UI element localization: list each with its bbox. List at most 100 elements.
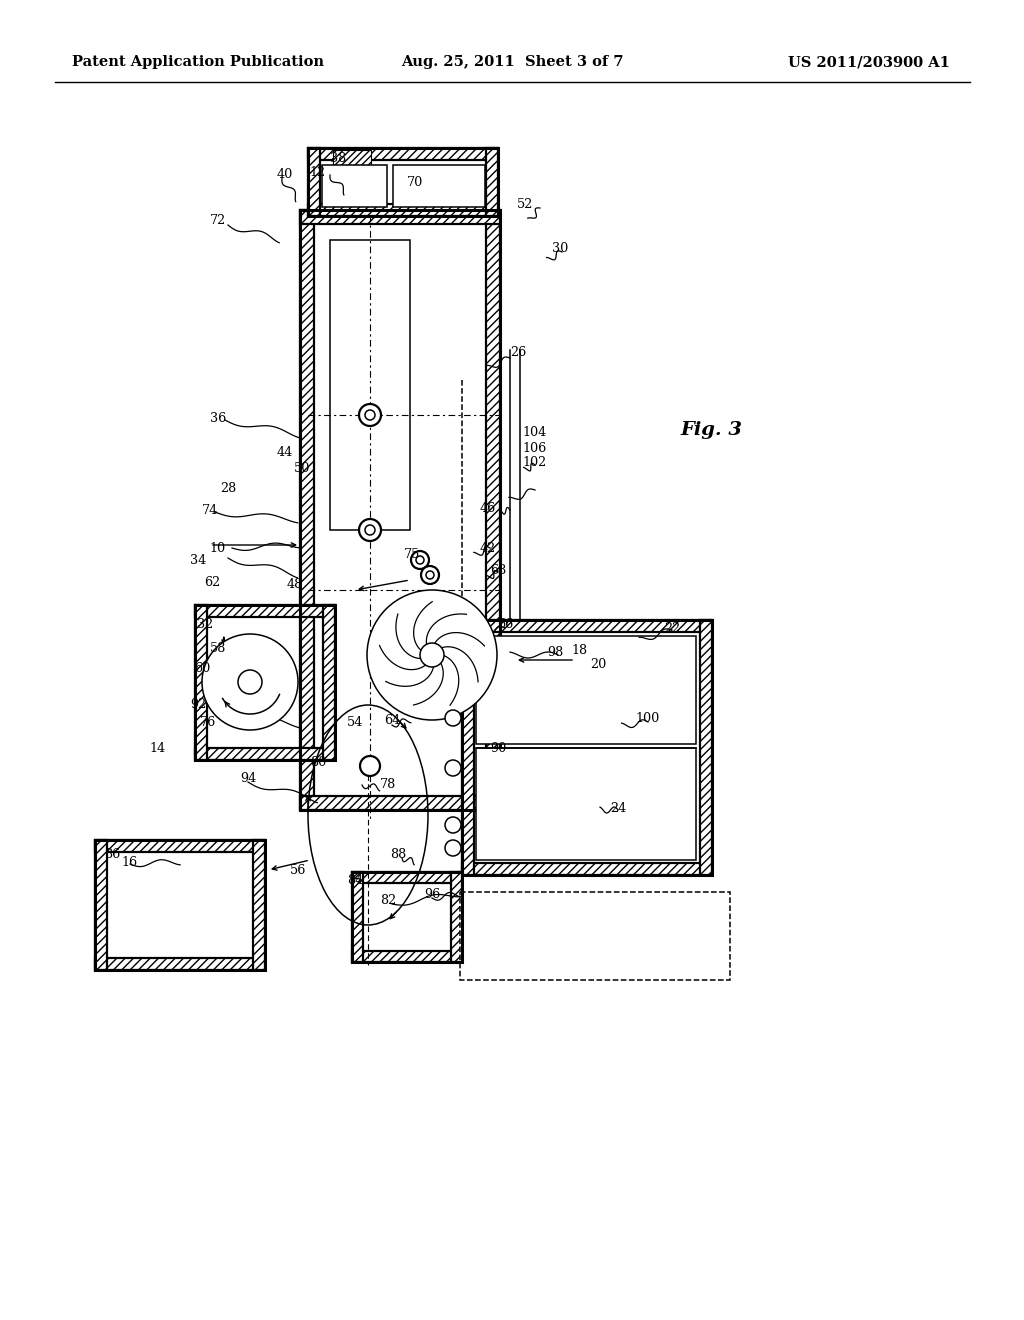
Bar bbox=[95, 840, 106, 970]
Text: 72: 72 bbox=[210, 214, 226, 227]
Text: 42: 42 bbox=[480, 541, 496, 554]
Bar bbox=[462, 620, 712, 632]
Bar bbox=[195, 605, 207, 760]
Text: 22: 22 bbox=[664, 622, 680, 635]
Bar bbox=[700, 620, 712, 875]
Text: 94: 94 bbox=[240, 771, 256, 784]
Text: 78: 78 bbox=[380, 779, 396, 792]
Bar bbox=[195, 605, 335, 616]
Text: 18: 18 bbox=[572, 644, 588, 656]
Text: 26: 26 bbox=[510, 346, 526, 359]
Text: 40: 40 bbox=[276, 169, 293, 181]
Bar bbox=[253, 840, 265, 970]
Bar bbox=[486, 148, 498, 216]
Text: 100: 100 bbox=[636, 711, 660, 725]
Bar bbox=[300, 796, 500, 810]
Text: 28: 28 bbox=[220, 482, 237, 495]
Circle shape bbox=[365, 411, 375, 420]
Text: 66: 66 bbox=[497, 619, 513, 631]
Text: 88: 88 bbox=[390, 849, 407, 862]
Bar bbox=[352, 873, 362, 962]
Circle shape bbox=[426, 572, 434, 579]
Circle shape bbox=[445, 710, 461, 726]
Text: 75: 75 bbox=[403, 549, 420, 561]
Bar bbox=[95, 840, 265, 970]
Circle shape bbox=[202, 634, 298, 730]
Bar bbox=[308, 148, 319, 216]
Text: 68: 68 bbox=[489, 564, 506, 577]
Text: 92: 92 bbox=[189, 698, 206, 711]
Text: Fig. 3: Fig. 3 bbox=[680, 421, 742, 440]
Bar bbox=[95, 958, 265, 970]
Text: 34: 34 bbox=[189, 553, 206, 566]
Text: 82: 82 bbox=[380, 894, 396, 907]
Bar bbox=[486, 210, 500, 810]
Bar bbox=[393, 165, 485, 207]
Bar bbox=[195, 605, 335, 760]
Text: 10: 10 bbox=[210, 541, 226, 554]
Text: Patent Application Publication: Patent Application Publication bbox=[72, 55, 324, 69]
Bar bbox=[352, 873, 462, 883]
Text: 104: 104 bbox=[523, 425, 547, 438]
Text: 60: 60 bbox=[194, 661, 210, 675]
Bar bbox=[322, 165, 387, 207]
Circle shape bbox=[360, 756, 380, 776]
Text: 20: 20 bbox=[590, 659, 606, 672]
Bar bbox=[476, 748, 696, 861]
Bar bbox=[352, 873, 462, 962]
Text: 90: 90 bbox=[489, 742, 506, 755]
Text: 48: 48 bbox=[287, 578, 303, 591]
Text: 38: 38 bbox=[330, 152, 346, 165]
Text: 36: 36 bbox=[210, 412, 226, 425]
Circle shape bbox=[445, 840, 461, 855]
Bar bbox=[95, 840, 265, 851]
Bar bbox=[462, 620, 474, 875]
Text: 98: 98 bbox=[547, 645, 563, 659]
Circle shape bbox=[420, 643, 444, 667]
Bar bbox=[352, 950, 462, 962]
Circle shape bbox=[416, 556, 424, 564]
Text: US 2011/203900 A1: US 2011/203900 A1 bbox=[788, 55, 950, 69]
Circle shape bbox=[421, 566, 439, 583]
Text: 96: 96 bbox=[424, 888, 440, 902]
Text: 50: 50 bbox=[294, 462, 310, 474]
Bar bbox=[462, 863, 712, 875]
Text: 70: 70 bbox=[407, 176, 423, 189]
Text: 30: 30 bbox=[552, 242, 568, 255]
Bar bbox=[451, 873, 462, 962]
Text: 44: 44 bbox=[276, 446, 293, 458]
Text: 14: 14 bbox=[150, 742, 166, 755]
Text: 54: 54 bbox=[347, 715, 364, 729]
Circle shape bbox=[238, 671, 262, 694]
Text: 32: 32 bbox=[197, 619, 213, 631]
Text: 58: 58 bbox=[210, 642, 226, 655]
Text: 84: 84 bbox=[347, 874, 364, 887]
Text: 16: 16 bbox=[122, 855, 138, 869]
Text: 64: 64 bbox=[384, 714, 400, 726]
Circle shape bbox=[411, 550, 429, 569]
Bar bbox=[330, 240, 410, 531]
Text: 12: 12 bbox=[310, 165, 326, 178]
Text: 46: 46 bbox=[480, 502, 496, 515]
Circle shape bbox=[445, 817, 461, 833]
Text: 80: 80 bbox=[310, 755, 326, 768]
Text: 24: 24 bbox=[610, 801, 626, 814]
Text: 62: 62 bbox=[204, 576, 220, 589]
Bar bbox=[195, 748, 335, 760]
Bar bbox=[323, 605, 335, 760]
Circle shape bbox=[367, 590, 497, 719]
Text: 102: 102 bbox=[523, 455, 547, 469]
Circle shape bbox=[359, 519, 381, 541]
Bar bbox=[300, 210, 314, 810]
Text: 52: 52 bbox=[517, 198, 534, 211]
Bar bbox=[300, 210, 500, 224]
Bar bbox=[308, 148, 498, 160]
Bar bbox=[333, 150, 371, 166]
Text: 106: 106 bbox=[523, 441, 547, 454]
Text: 86: 86 bbox=[103, 849, 120, 862]
Text: 76: 76 bbox=[200, 715, 216, 729]
Bar bbox=[460, 892, 730, 979]
Bar bbox=[308, 205, 498, 216]
Bar bbox=[300, 210, 500, 810]
Bar bbox=[462, 620, 712, 875]
